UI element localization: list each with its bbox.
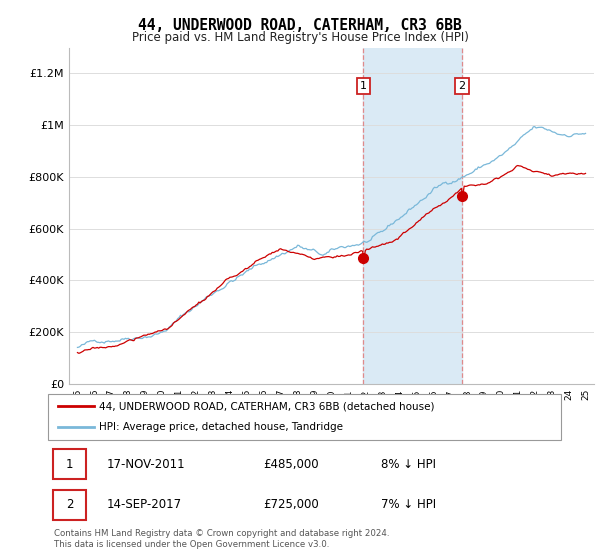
Text: Contains HM Land Registry data © Crown copyright and database right 2024.
This d: Contains HM Land Registry data © Crown c… xyxy=(54,529,389,549)
Text: 7% ↓ HPI: 7% ↓ HPI xyxy=(382,498,437,511)
Text: 17-NOV-2011: 17-NOV-2011 xyxy=(107,458,185,470)
Text: £485,000: £485,000 xyxy=(263,458,319,470)
FancyBboxPatch shape xyxy=(53,490,86,520)
Bar xyxy=(364,48,462,384)
Text: 1: 1 xyxy=(66,458,74,470)
Text: HPI: Average price, detached house, Tandridge: HPI: Average price, detached house, Tand… xyxy=(100,422,343,432)
Text: 2: 2 xyxy=(66,498,74,511)
Text: 8% ↓ HPI: 8% ↓ HPI xyxy=(382,458,436,470)
Text: 1: 1 xyxy=(360,81,367,91)
Text: 2: 2 xyxy=(458,81,466,91)
Text: £725,000: £725,000 xyxy=(263,498,319,511)
FancyBboxPatch shape xyxy=(53,449,86,479)
Text: Price paid vs. HM Land Registry's House Price Index (HPI): Price paid vs. HM Land Registry's House … xyxy=(131,31,469,44)
Text: 44, UNDERWOOD ROAD, CATERHAM, CR3 6BB (detached house): 44, UNDERWOOD ROAD, CATERHAM, CR3 6BB (d… xyxy=(100,401,435,411)
Text: 44, UNDERWOOD ROAD, CATERHAM, CR3 6BB: 44, UNDERWOOD ROAD, CATERHAM, CR3 6BB xyxy=(138,18,462,33)
Text: 14-SEP-2017: 14-SEP-2017 xyxy=(107,498,182,511)
